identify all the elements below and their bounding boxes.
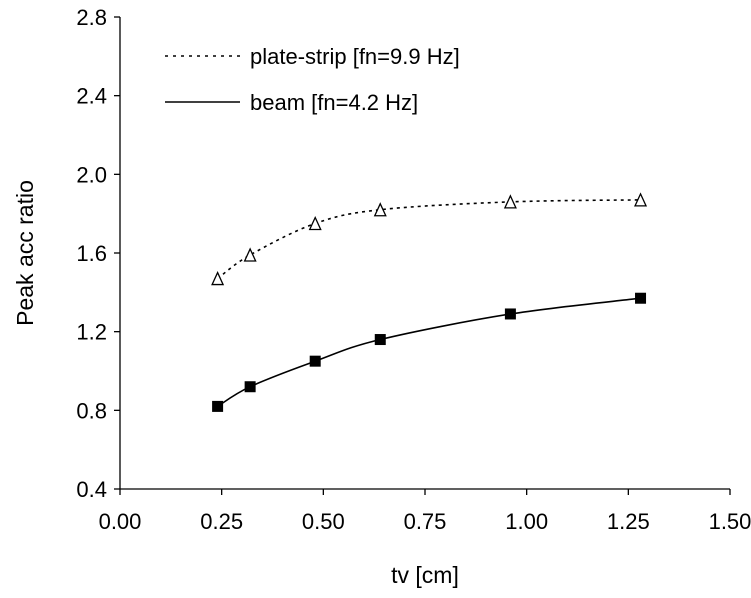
y-tick-label: 2.8	[76, 5, 107, 30]
data-point-square	[212, 400, 224, 412]
legend: plate-strip [fn=9.9 Hz] beam [fn=4.2 Hz]	[165, 44, 460, 115]
y-axis-title: Peak acc ratio	[12, 180, 38, 326]
series-layer	[211, 192, 648, 412]
data-point-triangle	[503, 194, 517, 209]
x-tick-label: 0.50	[302, 509, 345, 534]
x-tick-label: 1.50	[709, 509, 751, 534]
x-tick-label: 1.25	[607, 509, 650, 534]
x-tick-label: 0.75	[404, 509, 447, 534]
data-point-triangle	[373, 202, 387, 217]
x-tick-label: 0.25	[200, 509, 243, 534]
data-point-square	[635, 292, 647, 304]
data-point-triangle	[634, 192, 648, 207]
legend-label-1: beam [fn=4.2 Hz]	[250, 90, 418, 115]
y-tick-label: 2.0	[76, 162, 107, 187]
y-tick-label: 0.4	[76, 477, 107, 502]
series-line-1	[217, 297, 641, 408]
y-tick-label: 0.8	[76, 398, 107, 423]
data-point-square	[504, 308, 516, 320]
data-point-square	[309, 355, 321, 367]
series-line-0	[217, 199, 641, 280]
y-tick-label: 1.2	[76, 320, 107, 345]
x-tick-label: 1.00	[505, 509, 548, 534]
data-point-square	[374, 334, 386, 346]
x-tick-label: 0.00	[99, 509, 142, 534]
data-point-triangle	[211, 271, 225, 286]
data-point-square	[244, 381, 256, 393]
legend-label-0: plate-strip [fn=9.9 Hz]	[250, 44, 460, 69]
y-tick-label: 1.6	[76, 241, 107, 266]
x-axis-title: tv [cm]	[391, 562, 459, 588]
data-point-triangle	[308, 215, 322, 231]
y-tick-label: 2.4	[76, 84, 107, 109]
data-point-triangle	[243, 247, 257, 262]
axes: 0.4 0.8 1.2 1.6 2.0 2.4 2.8 0.00 0.25 0.50 0.75 1.0…	[76, 5, 751, 534]
